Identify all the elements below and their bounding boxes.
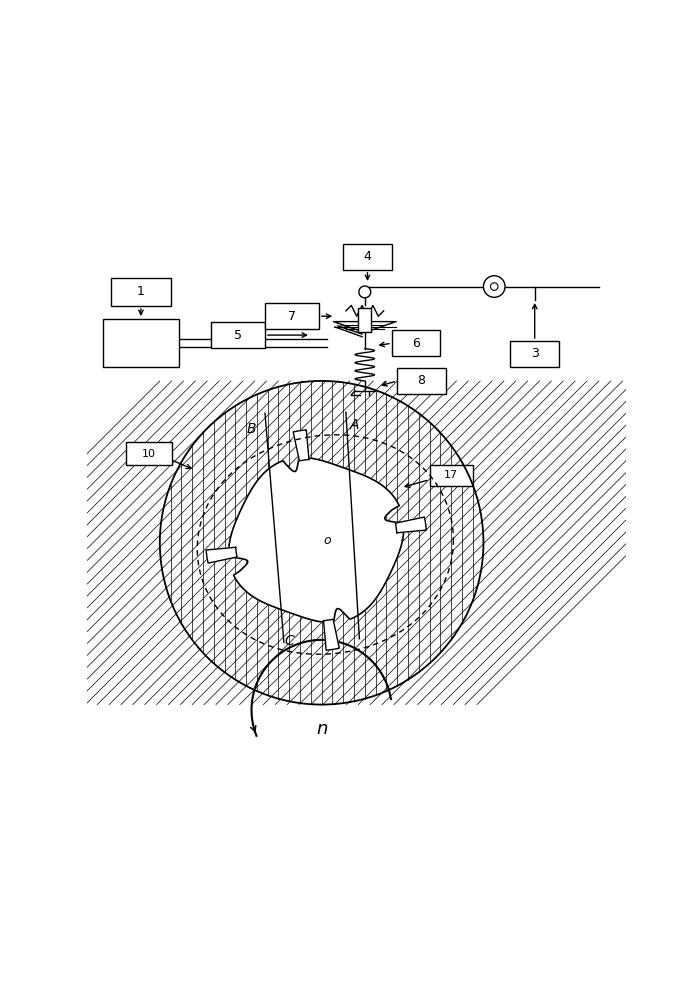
Circle shape [359, 286, 371, 298]
Text: A: A [349, 418, 358, 432]
Polygon shape [324, 619, 339, 650]
Text: 10: 10 [142, 449, 156, 459]
Bar [126, 442, 172, 465]
Text: 5: 5 [234, 329, 242, 342]
Circle shape [484, 276, 505, 297]
Polygon shape [206, 547, 237, 563]
Text: o: o [323, 534, 331, 547]
Text: 6: 6 [412, 337, 420, 350]
Bar [265, 303, 319, 329]
Polygon shape [293, 430, 309, 461]
Text: 7: 7 [288, 310, 296, 323]
Text: 4: 4 [363, 250, 372, 263]
Circle shape [491, 283, 498, 290]
Bar [392, 330, 441, 356]
Text: B: B [247, 422, 256, 436]
Text: n: n [316, 720, 327, 738]
Bar [429, 465, 473, 486]
Text: C: C [285, 634, 294, 648]
Bar [397, 368, 445, 394]
Polygon shape [333, 322, 365, 332]
Bar [510, 341, 559, 367]
Text: 3: 3 [531, 347, 539, 360]
Text: 8: 8 [418, 374, 425, 387]
Circle shape [160, 381, 484, 705]
Bar [103, 319, 179, 367]
Polygon shape [395, 517, 427, 533]
Bar [111, 278, 171, 306]
Bar [358, 308, 371, 332]
Polygon shape [365, 322, 396, 332]
Bar [211, 322, 265, 348]
Polygon shape [228, 457, 404, 623]
Bar [343, 244, 392, 270]
Text: 1: 1 [137, 285, 145, 298]
Text: 17: 17 [444, 470, 458, 480]
